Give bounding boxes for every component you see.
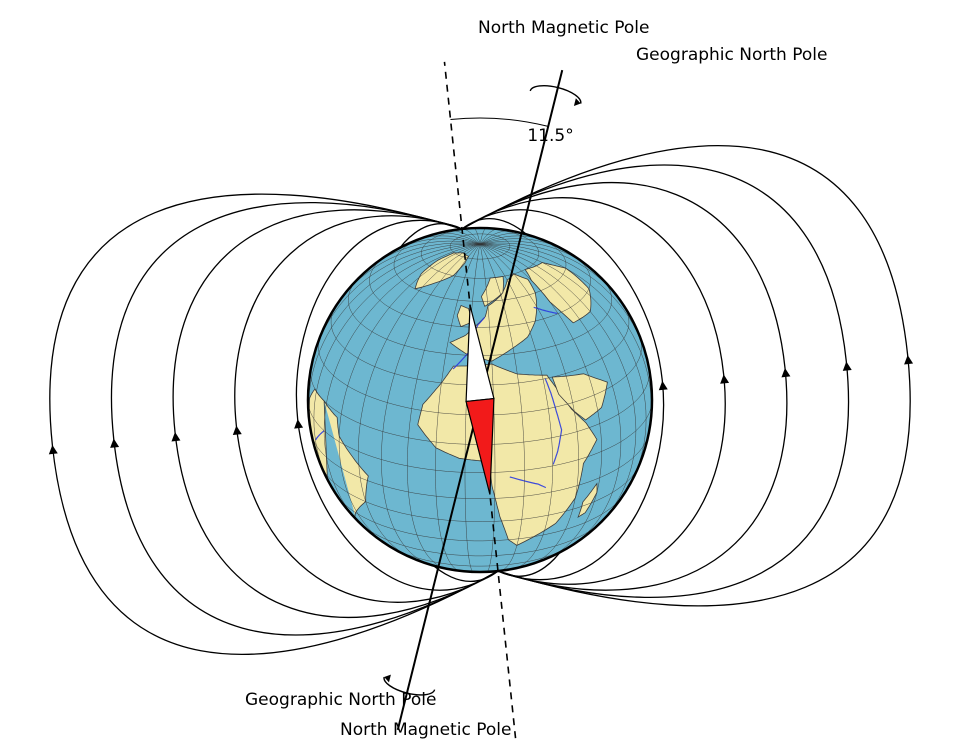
label-north-magnetic-top: North Magnetic Pole [478, 18, 649, 38]
diagram-canvas: 11.5° North Magnetic Pole Geographic Nor… [0, 0, 960, 753]
angle-label: 11.5° [527, 126, 573, 146]
label-geographic-north-top: Geographic North Pole [636, 45, 827, 65]
label-geographic-north-bottom: Geographic North Pole [245, 690, 436, 710]
label-north-magnetic-bottom: North Magnetic Pole [340, 720, 511, 740]
